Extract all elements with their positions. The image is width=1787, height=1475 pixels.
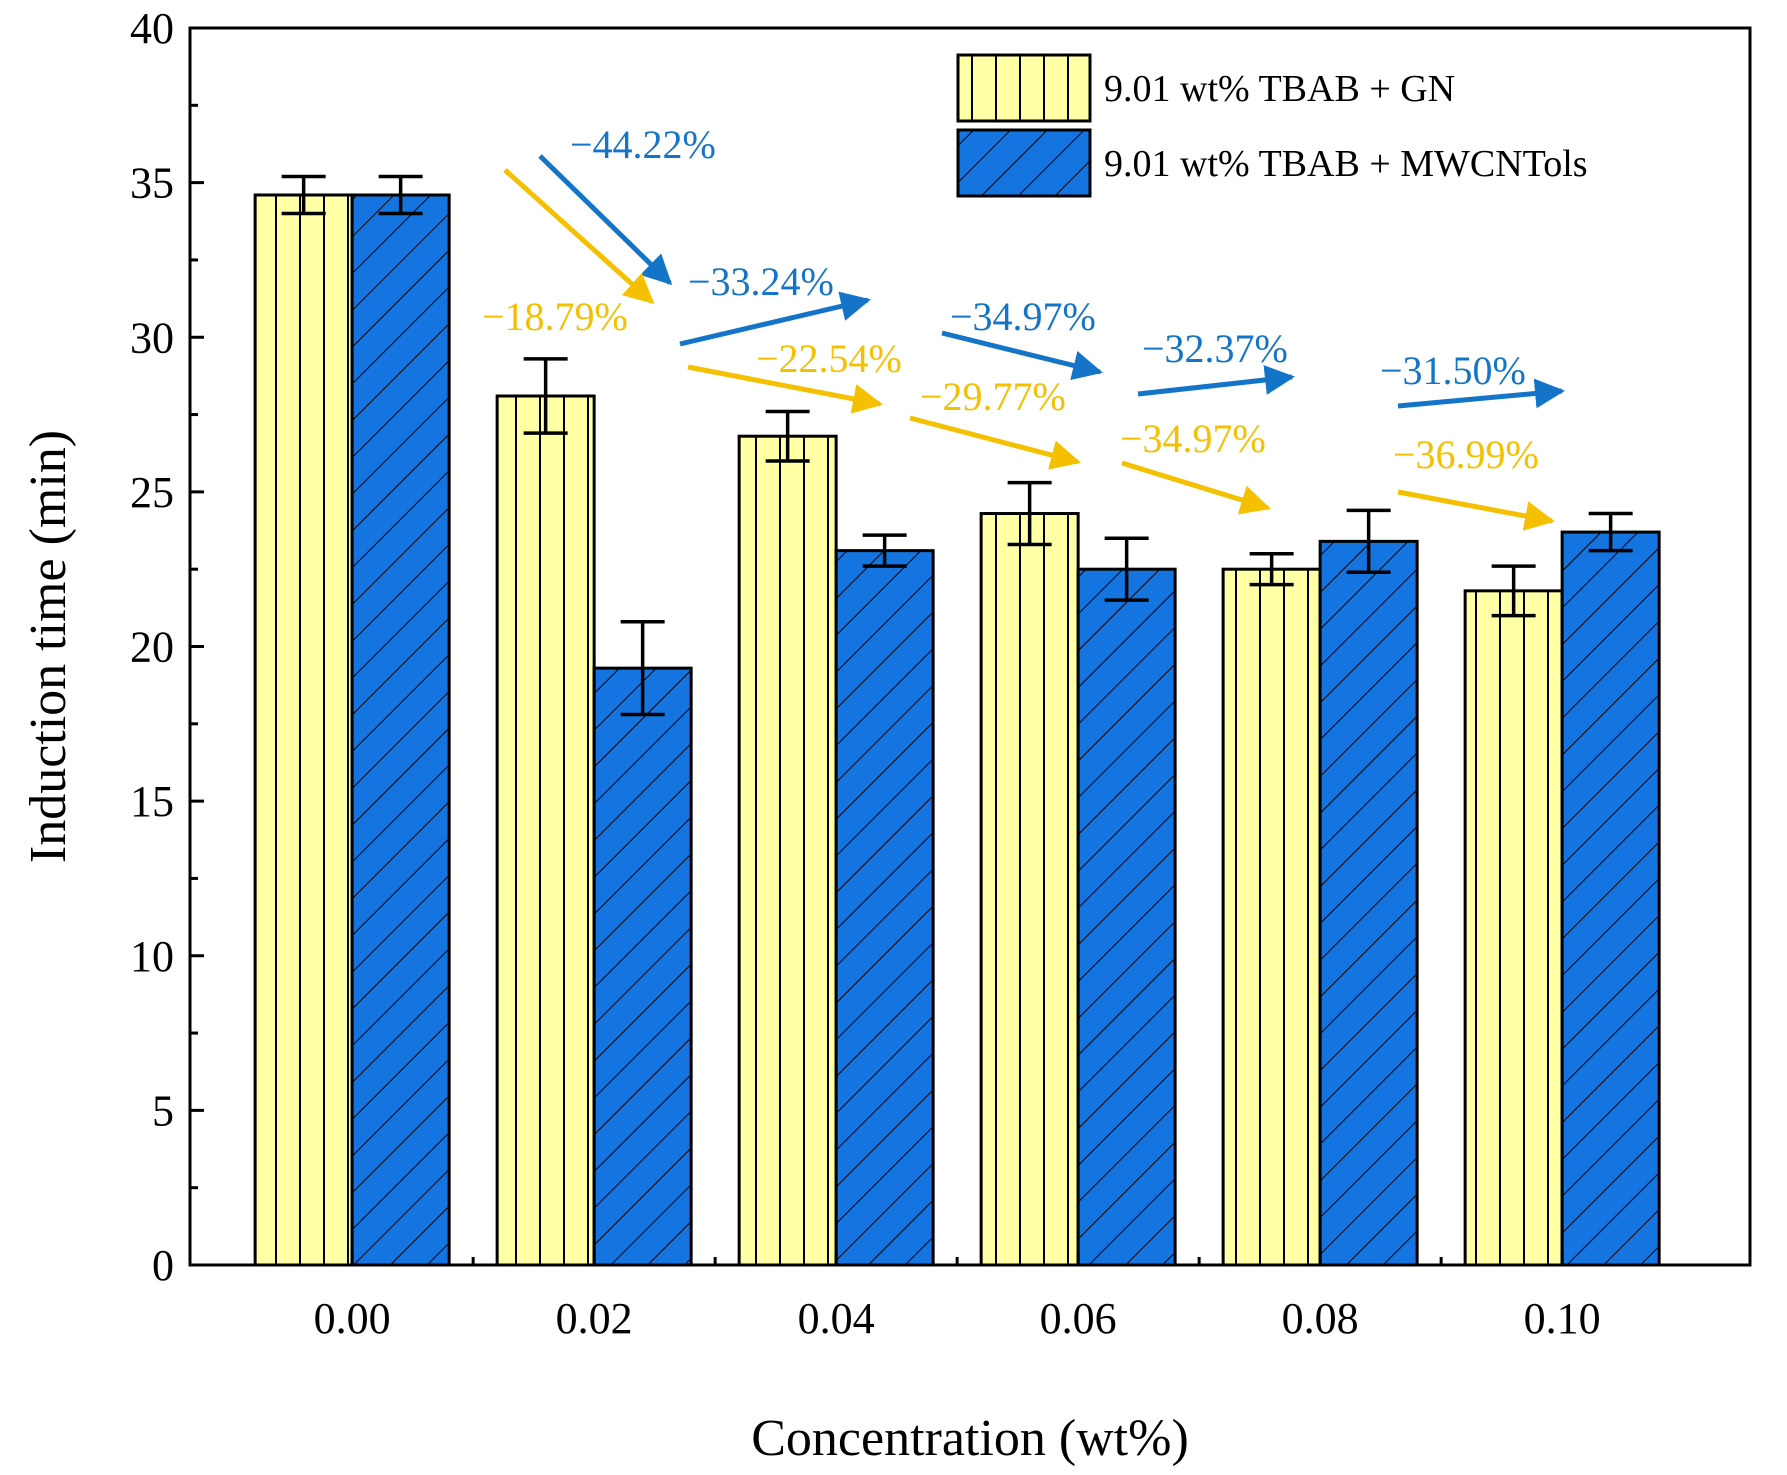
blue-reduction-label: −34.97% <box>950 294 1096 339</box>
bar <box>253 193 354 1267</box>
legend-label-gn: 9.01 wt% TBAB + GN <box>1104 68 1455 110</box>
blue-reduction-label: −32.37% <box>1142 326 1288 371</box>
y-tick-label: 10 <box>130 932 174 981</box>
bars-group <box>253 193 1661 1267</box>
yellow-reduction-label: −36.99% <box>1393 432 1539 477</box>
y-tick-label: 35 <box>130 159 174 208</box>
annotations-group: −44.22% −33.24% −34.97% −32.37% −31.50% −18.7… <box>482 122 1565 531</box>
x-axis: 0.00 0.02 0.04 0.06 0.08 0.10 <box>314 1251 1601 1343</box>
x-tick-label: 0.08 <box>1282 1294 1359 1343</box>
yellow-reduction-arrow <box>1121 460 1271 515</box>
y-tick-label: 15 <box>130 777 174 826</box>
bar <box>1560 530 1661 1267</box>
yellow-reduction-label: −34.97% <box>1120 416 1266 461</box>
bar <box>1318 539 1419 1267</box>
x-tick-label: 0.04 <box>798 1294 875 1343</box>
y-axis: 0 5 10 15 20 25 30 35 40 <box>130 4 204 1290</box>
x-tick-label: 0.10 <box>1524 1294 1601 1343</box>
yellow-reduction-arrow <box>1397 489 1555 531</box>
blue-reduction-label: −33.24% <box>688 259 834 304</box>
y-tick-label: 30 <box>130 313 174 362</box>
bar <box>834 549 935 1267</box>
y-tick-label: 25 <box>130 468 174 517</box>
blue-reduction-arrow <box>1137 365 1295 397</box>
blue-reduction-label: −31.50% <box>1380 348 1526 393</box>
blue-reduction-arrow <box>538 154 673 286</box>
yellow-reduction-arrow <box>503 168 655 305</box>
yellow-reduction-label: −22.54% <box>756 336 902 381</box>
blue-reduction-arrow <box>679 291 871 347</box>
bar <box>1463 589 1564 1267</box>
legend-label-mwcntols: 9.01 wt% TBAB + MWCNTols <box>1104 143 1588 185</box>
yellow-reduction-arrow <box>687 364 883 414</box>
bar <box>737 434 838 1267</box>
bar <box>350 193 451 1267</box>
legend-item-mwcntols: 9.01 wt% TBAB + MWCNTols <box>956 128 1588 198</box>
y-tick-label: 40 <box>130 4 174 53</box>
blue-reduction-arrow <box>1397 378 1565 409</box>
bar <box>592 666 693 1267</box>
y-axis-title: Induction time (min) <box>20 430 77 863</box>
bar <box>1221 567 1322 1267</box>
blue-reduction-label: −44.22% <box>570 122 716 167</box>
x-axis-title: Concentration (wt%) <box>751 1410 1189 1467</box>
y-tick-label: 5 <box>152 1086 174 1135</box>
legend-item-gn: 9.01 wt% TBAB + GN <box>956 53 1455 123</box>
legend-swatch-mwcntols-pattern <box>958 130 1090 196</box>
x-tick-label: 0.02 <box>556 1294 633 1343</box>
error-bars-group <box>281 174 1633 717</box>
bar <box>495 394 596 1267</box>
y-tick-label: 0 <box>152 1241 174 1290</box>
x-tick-label: 0.06 <box>1040 1294 1117 1343</box>
legend: 9.01 wt% TBAB + GN 9.01 wt% TBAB + MWCNT… <box>956 53 1588 198</box>
blue-reduction-arrow <box>941 330 1103 381</box>
bar <box>1076 567 1177 1267</box>
y-tick-label: 20 <box>130 623 174 672</box>
legend-swatch-gn-pattern <box>958 55 1090 121</box>
bar <box>979 512 1080 1267</box>
yellow-reduction-label: −29.77% <box>920 374 1066 419</box>
x-tick-label: 0.00 <box>314 1294 391 1343</box>
yellow-reduction-label: −18.79% <box>482 294 628 339</box>
yellow-reduction-arrow <box>909 415 1081 470</box>
